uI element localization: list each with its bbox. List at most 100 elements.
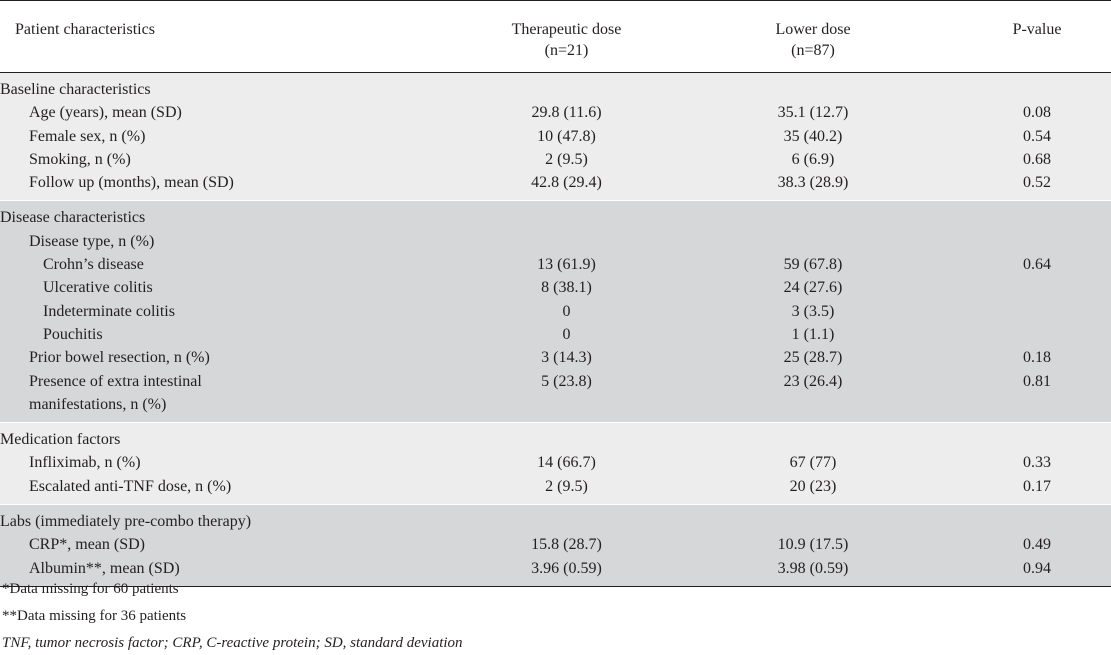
header-lower-dose-title: Lower dose [775, 21, 851, 38]
therapeutic-value: 14 (66.7) [470, 451, 663, 475]
row-label: Age (years), mean (SD) [0, 101, 470, 125]
p-value: 0.08 [963, 101, 1111, 125]
table-row: Follow up (months), mean (SD) 42.8 (29.4… [0, 171, 1111, 201]
therapeutic-value: 10 (47.8) [470, 124, 663, 148]
table-row: Prior bowel resection, n (%) 3 (14.3) 25… [0, 346, 1111, 370]
row-label: Presence of extra intestinal [0, 369, 470, 393]
lower-value: 3.98 (0.59) [663, 556, 963, 587]
group-title: Medication factors [0, 422, 1111, 452]
row-label: Albumin**, mean (SD) [0, 556, 470, 587]
therapeutic-value: 2 (9.5) [470, 147, 663, 172]
row-label: manifestations, n (%) [0, 392, 470, 423]
footnote-text: *Data missing for 60 patients [2, 581, 179, 597]
group-medication: Medication factors Infliximab, n (%) 14 … [0, 422, 1111, 505]
header-therapeutic-dose: Therapeutic dose (n=21) [470, 0, 663, 73]
therapeutic-value: 8 (38.1) [470, 276, 663, 300]
p-value: 0.94 [963, 556, 1111, 587]
group-title-row: Labs (immediately pre-combo therapy) [0, 504, 1111, 534]
table-row: Infliximab, n (%) 14 (66.7) 67 (77) 0.33 [0, 451, 1111, 475]
lower-value [663, 229, 963, 254]
therapeutic-value: 42.8 (29.4) [470, 171, 663, 201]
group-title: Baseline characteristics [0, 72, 1111, 102]
p-value [963, 322, 1111, 347]
table-row: Ulcerative colitis 8 (38.1) 24 (27.6) [0, 276, 1111, 300]
p-value [963, 229, 1111, 254]
therapeutic-value: 29.8 (11.6) [470, 101, 663, 125]
therapeutic-value: 0 [470, 322, 663, 347]
therapeutic-value: 5 (23.8) [470, 369, 663, 393]
lower-value: 6 (6.9) [663, 147, 963, 172]
group-title-row: Medication factors [0, 422, 1111, 452]
table-row: Indeterminate colitis 0 3 (3.5) [0, 299, 1111, 323]
patient-characteristics-table: Patient characteristics Therapeutic dose… [0, 0, 1111, 587]
row-label: Disease type, n (%) [0, 229, 470, 254]
table-row: Escalated anti-TNF dose, n (%) 2 (9.5) 2… [0, 474, 1111, 505]
row-label: Smoking, n (%) [0, 147, 470, 172]
table-row: Crohn’s disease 13 (61.9) 59 (67.8) 0.64 [0, 253, 1111, 277]
therapeutic-value: 13 (61.9) [470, 253, 663, 277]
therapeutic-value: 3 (14.3) [470, 346, 663, 370]
row-label: Indeterminate colitis [0, 299, 470, 323]
p-value: 0.33 [963, 451, 1111, 475]
therapeutic-value: 15.8 (28.7) [470, 533, 663, 557]
row-label: Infliximab, n (%) [0, 451, 470, 475]
row-label: Follow up (months), mean (SD) [0, 171, 470, 201]
table-row: manifestations, n (%) [0, 392, 1111, 423]
group-title: Disease characteristics [0, 200, 1111, 230]
therapeutic-value: 0 [470, 299, 663, 323]
group-title-row: Disease characteristics [0, 200, 1111, 230]
therapeutic-value: 2 (9.5) [470, 474, 663, 505]
p-value: 0.17 [963, 474, 1111, 505]
p-value: 0.64 [963, 253, 1111, 277]
lower-value: 23 (26.4) [663, 369, 963, 393]
row-label: CRP*, mean (SD) [0, 533, 470, 557]
header-lower-dose-n: (n=87) [791, 42, 835, 59]
table-row: Disease type, n (%) [0, 229, 1111, 254]
table-row: Smoking, n (%) 2 (9.5) 6 (6.9) 0.68 [0, 147, 1111, 172]
lower-value: 1 (1.1) [663, 322, 963, 347]
p-value: 0.49 [963, 533, 1111, 557]
group-title: Labs (immediately pre-combo therapy) [0, 504, 1111, 534]
therapeutic-value [470, 392, 663, 423]
therapeutic-value: 3.96 (0.59) [470, 556, 663, 587]
header-lower-dose: Lower dose (n=87) [663, 0, 963, 73]
footnote-albumin-missing: **Data missing for 36 patients [0, 608, 1111, 625]
lower-value: 10.9 (17.5) [663, 533, 963, 557]
lower-value: 20 (23) [663, 474, 963, 505]
lower-value: 38.3 (28.9) [663, 171, 963, 201]
group-baseline: Baseline characteristics Age (years), me… [0, 72, 1111, 201]
lower-value [663, 392, 963, 423]
table-row: CRP*, mean (SD) 15.8 (28.7) 10.9 (17.5) … [0, 533, 1111, 557]
header-patient-characteristics: Patient characteristics [0, 0, 470, 73]
p-value [963, 392, 1111, 423]
lower-value: 35 (40.2) [663, 124, 963, 148]
p-value: 0.52 [963, 171, 1111, 201]
table-row: Albumin**, mean (SD) 3.96 (0.59) 3.98 (0… [0, 556, 1111, 587]
therapeutic-value [470, 229, 663, 254]
lower-value: 3 (3.5) [663, 299, 963, 323]
row-label: Prior bowel resection, n (%) [0, 346, 470, 370]
table-row: Age (years), mean (SD) 29.8 (11.6) 35.1 … [0, 101, 1111, 125]
p-value: 0.68 [963, 147, 1111, 172]
p-value [963, 299, 1111, 323]
lower-value: 24 (27.6) [663, 276, 963, 300]
lower-value: 59 (67.8) [663, 253, 963, 277]
header-therapeutic-dose-title: Therapeutic dose [511, 21, 622, 38]
row-label: Pouchitis [0, 322, 470, 347]
p-value: 0.54 [963, 124, 1111, 148]
group-labs: Labs (immediately pre-combo therapy) CRP… [0, 504, 1111, 587]
row-label: Escalated anti-TNF dose, n (%) [0, 474, 470, 505]
table-row: Presence of extra intestinal 5 (23.8) 23… [0, 369, 1111, 393]
group-title-row: Baseline characteristics [0, 72, 1111, 102]
group-disease: Disease characteristics Disease type, n … [0, 200, 1111, 423]
p-value: 0.81 [963, 369, 1111, 393]
row-label: Female sex, n (%) [0, 124, 470, 148]
footnote-abbreviations: TNF, tumor necrosis factor; CRP, C-react… [0, 635, 1111, 652]
lower-value: 67 (77) [663, 451, 963, 475]
lower-value: 25 (28.7) [663, 346, 963, 370]
table-row: Pouchitis 0 1 (1.1) [0, 322, 1111, 347]
footnote-text: TNF, tumor necrosis factor; CRP, C-react… [2, 635, 463, 651]
header-row: Patient characteristics Therapeutic dose… [0, 0, 1111, 73]
lower-value: 35.1 (12.7) [663, 101, 963, 125]
footnote-crp-missing: *Data missing for 60 patients [0, 581, 1111, 598]
